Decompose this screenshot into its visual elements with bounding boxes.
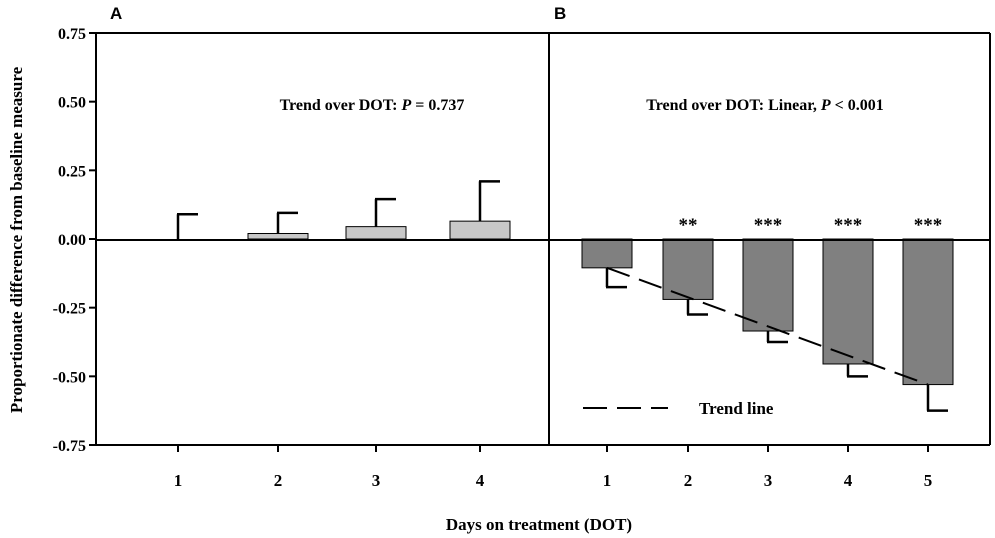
panel-b-bars <box>581 238 954 386</box>
panel-b-x-tick-label-3: 3 <box>764 471 773 490</box>
y-tick-label-4: -0.25 <box>53 301 86 318</box>
y-tick-label-1: 0.50 <box>58 95 86 112</box>
panel-b-annotation: Trend over DOT: Linear, P < 0.001 <box>646 97 884 114</box>
panel-b-error-bars <box>605 267 948 412</box>
panel-b-x-ticks: 1 2 3 4 5 <box>603 445 933 490</box>
panel-a-label: A <box>110 4 122 23</box>
panel-b-bar-3 <box>742 238 794 332</box>
panel-b-bar-1 <box>581 238 633 269</box>
y-axis-label: Proportionate difference from baseline m… <box>7 66 26 413</box>
panel-b-trend-line <box>606 266 929 386</box>
panel-b-significance-4: *** <box>834 215 863 236</box>
y-tick-label-2: 0.25 <box>58 163 86 180</box>
panel-a-annotation: Trend over DOT: P = 0.737 <box>280 97 465 114</box>
panel-a-x-tick-label-2: 2 <box>274 471 283 490</box>
panel-a: 0.75 0.50 0.25 0.00 -0.25 -0.50 -0.75 1 2 3 4 A T… <box>53 4 550 490</box>
y-tick-label-5: -0.50 <box>53 369 86 386</box>
legend: Trend line <box>583 399 774 418</box>
panel-b-x-tick-label-5: 5 <box>924 471 933 490</box>
panel-b-annotation-prefix: Trend over DOT: Linear, <box>646 97 821 114</box>
panel-b-significance: ** *** *** *** <box>679 215 943 236</box>
panel-a-x-ticks: 1 2 3 4 <box>174 445 485 490</box>
panel-a-annotation-stat: P <box>401 97 412 114</box>
x-axis-label: Days on treatment (DOT) <box>446 515 632 534</box>
panel-a-bar-3 <box>345 226 407 240</box>
panel-b-x-tick-label-4: 4 <box>844 471 853 490</box>
panel-b-bar-5 <box>902 238 954 386</box>
panel-b-significance-5: *** <box>914 215 943 236</box>
panel-b-bar-4 <box>822 238 874 365</box>
panel-b-annotation-stat: P <box>820 97 831 114</box>
y-tick-label-0: 0.75 <box>58 26 86 43</box>
panel-a-x-tick-label-3: 3 <box>372 471 381 490</box>
panel-a-bars <box>247 220 511 240</box>
panel-b-x-tick-label-2: 2 <box>684 471 693 490</box>
legend-label: Trend line <box>699 399 774 418</box>
panel-b-x-tick-label-1: 1 <box>603 471 612 490</box>
panel-a-error-bars <box>176 180 500 239</box>
panel-a-annotation-prefix: Trend over DOT: <box>280 97 402 114</box>
panel-a-bar-2 <box>247 233 309 240</box>
panel-b-significance-2: ** <box>679 215 698 236</box>
panel-a-x-tick-label-1: 1 <box>174 471 183 490</box>
panel-b-label: B <box>554 4 566 23</box>
panel-b-annotation-suffix: < 0.001 <box>831 97 884 114</box>
y-tick-label-3: 0.00 <box>58 232 86 249</box>
y-tick-label-6: -0.75 <box>53 438 86 455</box>
panel-a-bar-4 <box>449 220 511 240</box>
panel-a-x-tick-label-4: 4 <box>476 471 485 490</box>
panel-b-bar-2 <box>662 238 714 300</box>
panel-a-annotation-suffix: = 0.737 <box>411 97 464 114</box>
panel-b-significance-3: *** <box>754 215 783 236</box>
panel-a-y-ticks: 0.75 0.50 0.25 0.00 -0.25 -0.50 -0.75 <box>53 26 96 455</box>
